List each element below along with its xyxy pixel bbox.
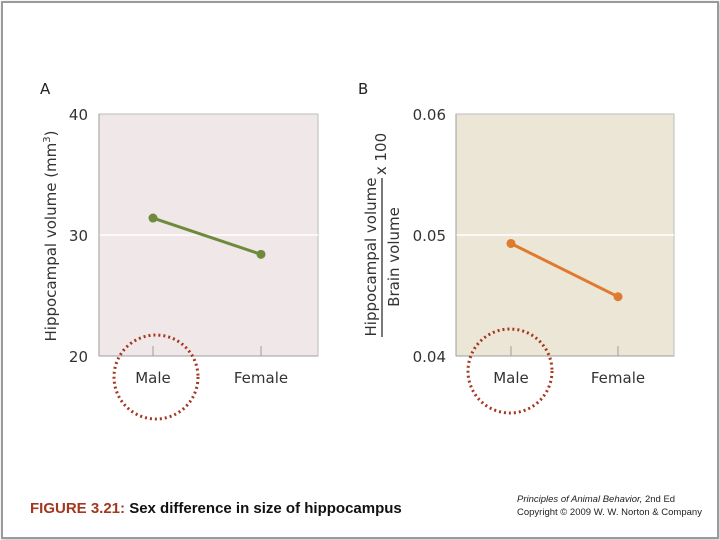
panel-b-ylabel-denominator: Brain volume [385, 207, 403, 307]
panel-b-point-female [613, 292, 623, 302]
panel-a-ylabel-suffix: ) [42, 130, 60, 136]
panel-a-ylabel-prefix: Hippocampal volume (mm [42, 143, 60, 342]
book-edition: 2nd Ed [644, 494, 676, 505]
panel-b-ytick-004: 0.04 [413, 348, 446, 366]
panel-b-point-male [506, 238, 516, 248]
panel-b-series-line [510, 242, 619, 299]
book-title-line: Principles of Animal Behavior, 2nd Ed [517, 493, 702, 506]
panel-a-ytick-20: 20 [69, 348, 88, 366]
panel-a-letter: A [40, 80, 51, 98]
panel-a-male-highlight-circle [112, 333, 200, 421]
book-credit: Principles of Animal Behavior, 2nd Ed Co… [517, 493, 702, 519]
panel-b: B 0.06 0.05 0.04 Male Female Hippocampal… [358, 80, 675, 415]
panel-a-ylabel-exponent: 3 [42, 136, 53, 142]
panel-b-xtick-label-female: Female [591, 369, 645, 387]
figure-caption: FIGURE 3.21: Sex difference in size of h… [30, 500, 402, 517]
panel-a-xtick-label-male: Male [135, 369, 171, 387]
panel-b-ylabel-numerator: Hippocampal volume [362, 178, 380, 337]
panel-a-xtick-label-female: Female [234, 369, 288, 387]
copyright-line: Copyright © 2009 W. W. Norton & Company [517, 507, 702, 518]
panel-a-ytick-30: 30 [69, 227, 88, 245]
panel-b-ytick-006: 0.06 [413, 106, 446, 124]
panel-b-male-highlight-circle [466, 327, 554, 415]
panel-a-point-female [256, 249, 266, 259]
panel-a: A 40 30 20 Male Female Hippocampal volum… [40, 80, 319, 421]
book-title: Principles of Animal Behavior, [517, 494, 643, 505]
panel-b-ylabel-multiplier: x 100 [372, 133, 390, 175]
panel-b-letter: B [358, 80, 368, 98]
figure-number: FIGURE 3.21: [30, 500, 126, 517]
panel-a-point-male [148, 213, 158, 223]
panel-a-series-line [152, 216, 262, 256]
panel-a-ylabel: Hippocampal volume (mm3) [42, 130, 60, 341]
panel-b-ytick-005: 0.05 [413, 227, 446, 245]
panel-b-xtick-label-male: Male [493, 369, 529, 387]
figure-title: Sex difference in size of hippocampus [129, 500, 402, 517]
panel-a-ytick-40: 40 [69, 106, 88, 124]
